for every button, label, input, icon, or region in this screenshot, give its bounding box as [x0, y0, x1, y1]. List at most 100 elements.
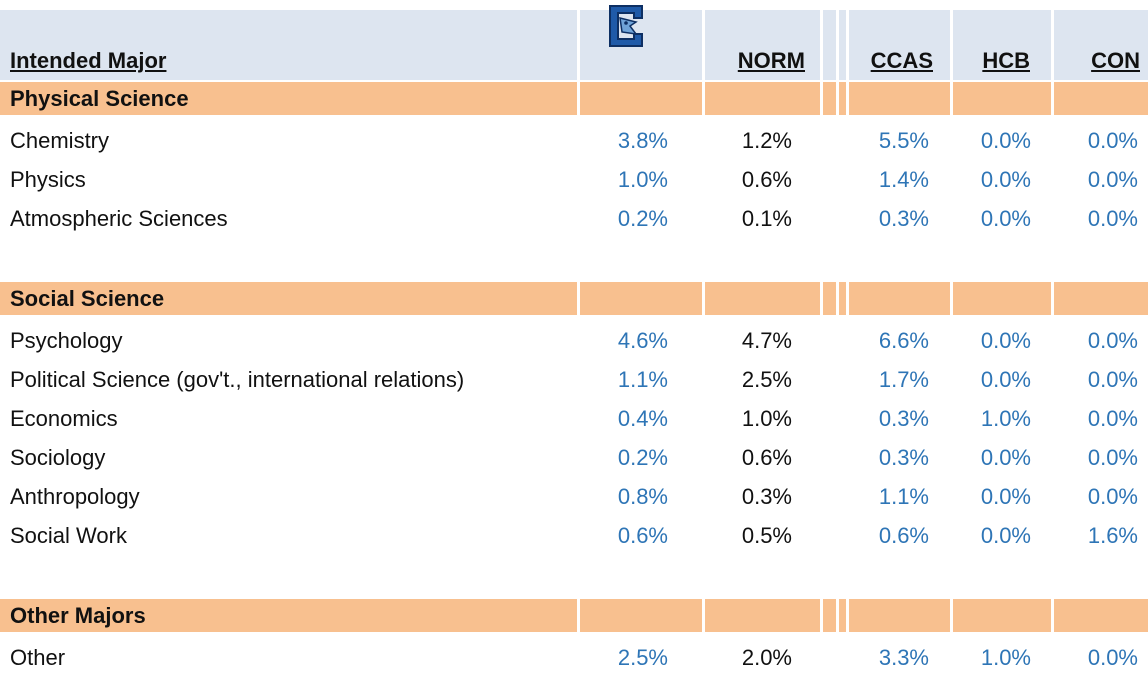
section-band: [953, 282, 1051, 315]
cell-value: 1.4%: [878, 167, 929, 192]
header-band: [953, 10, 1051, 80]
section-band: [1054, 282, 1148, 315]
section-band: [839, 282, 846, 315]
cell-value: 0.1%: [741, 206, 792, 231]
cell-value: 0.3%: [878, 406, 929, 431]
cell-value: 2.5%: [617, 645, 668, 670]
section-band: [823, 82, 836, 115]
cell-value: 1.6%: [1087, 523, 1138, 548]
cell-value: 0.2%: [617, 206, 668, 231]
section-title: Other Majors: [10, 603, 146, 628]
cell-value: 0.2%: [617, 445, 668, 470]
cell-value: 0.0%: [1087, 645, 1138, 670]
cell-value: 0.0%: [980, 328, 1031, 353]
section-band: [0, 82, 577, 115]
section-band: [705, 599, 820, 632]
cell-value: 0.0%: [980, 484, 1031, 509]
cell-value: 0.8%: [617, 484, 668, 509]
section-band: [705, 82, 820, 115]
cell-value: 0.5%: [741, 523, 792, 548]
header-band: [849, 10, 950, 80]
row-label: Social Work: [10, 523, 127, 548]
row-label: Political Science (gov't., international…: [10, 367, 465, 392]
header-band: [705, 10, 820, 80]
section-band: [839, 599, 846, 632]
cell-value: 0.0%: [980, 128, 1031, 153]
cell-value: 6.6%: [878, 328, 929, 353]
cell-value: 2.0%: [741, 645, 792, 670]
section-band: [849, 282, 950, 315]
section-band: [705, 282, 820, 315]
section-band: [839, 82, 846, 115]
cell-value: 0.0%: [1087, 445, 1138, 470]
row-label: Sociology: [10, 445, 106, 470]
cell-value: 0.3%: [741, 484, 792, 509]
cell-value: 0.4%: [617, 406, 668, 431]
row-label: Economics: [10, 406, 118, 431]
row-label: Atmospheric Sciences: [10, 206, 228, 231]
header-band: [839, 10, 846, 80]
row-label: Psychology: [10, 328, 123, 353]
cell-value: 0.0%: [980, 523, 1031, 548]
cell-value: 0.6%: [741, 445, 792, 470]
cell-value: 0.6%: [617, 523, 668, 548]
cell-value: 1.0%: [980, 406, 1031, 431]
section-title: Social Science: [10, 286, 165, 311]
cell-value: 4.6%: [617, 328, 668, 353]
cell-value: 3.3%: [878, 645, 929, 670]
section-band: [580, 599, 702, 632]
column-header: NORM: [737, 48, 805, 73]
cell-value: 0.6%: [878, 523, 929, 548]
cell-value: 1.0%: [741, 406, 792, 431]
cell-value: 0.0%: [980, 167, 1031, 192]
cell-value: 0.0%: [1087, 167, 1138, 192]
column-header: Intended Major: [10, 48, 167, 73]
row-label: Other: [10, 645, 66, 670]
section-band: [0, 282, 577, 315]
column-header: CON: [1091, 48, 1140, 73]
column-header: HCB: [982, 48, 1030, 73]
cell-value: 3.8%: [617, 128, 668, 153]
cell-value: 0.0%: [1087, 367, 1138, 392]
cell-value: 1.0%: [617, 167, 668, 192]
cell-value: 0.6%: [741, 167, 792, 192]
column-header: CCAS: [870, 48, 933, 73]
cell-value: 4.7%: [741, 328, 792, 353]
cell-value: 0.0%: [1087, 484, 1138, 509]
cell-value: 2.5%: [741, 367, 792, 392]
cell-value: 1.1%: [617, 367, 668, 392]
section-band: [849, 599, 950, 632]
cell-value: 0.0%: [980, 445, 1031, 470]
section-band: [580, 82, 702, 115]
section-band: [0, 599, 577, 632]
section-band: [823, 282, 836, 315]
row-label: Anthropology: [10, 484, 140, 509]
section-band: [580, 282, 702, 315]
header-band: [1054, 10, 1148, 80]
cell-value: 0.0%: [1087, 328, 1138, 353]
section-band: [849, 82, 950, 115]
cell-value: 0.3%: [878, 445, 929, 470]
cell-value: 1.2%: [741, 128, 792, 153]
cell-value: 0.0%: [1087, 406, 1138, 431]
section-band: [953, 82, 1051, 115]
section-title: Physical Science: [10, 86, 189, 111]
header-band: [823, 10, 836, 80]
cell-value: 1.7%: [878, 367, 929, 392]
cell-value: 0.3%: [878, 206, 929, 231]
cell-value: 0.0%: [980, 206, 1031, 231]
section-band: [1054, 599, 1148, 632]
row-label: Physics: [10, 167, 86, 192]
section-band: [1054, 82, 1148, 115]
cell-value: 0.0%: [1087, 128, 1138, 153]
school-logo: [609, 5, 643, 47]
section-band: [953, 599, 1051, 632]
section-band: [823, 599, 836, 632]
cell-value: 1.1%: [878, 484, 929, 509]
header-band: [0, 10, 577, 80]
cell-value: 0.0%: [1087, 206, 1138, 231]
row-label: Chemistry: [10, 128, 110, 153]
cell-value: 0.0%: [980, 367, 1031, 392]
cell-value: 5.5%: [878, 128, 929, 153]
